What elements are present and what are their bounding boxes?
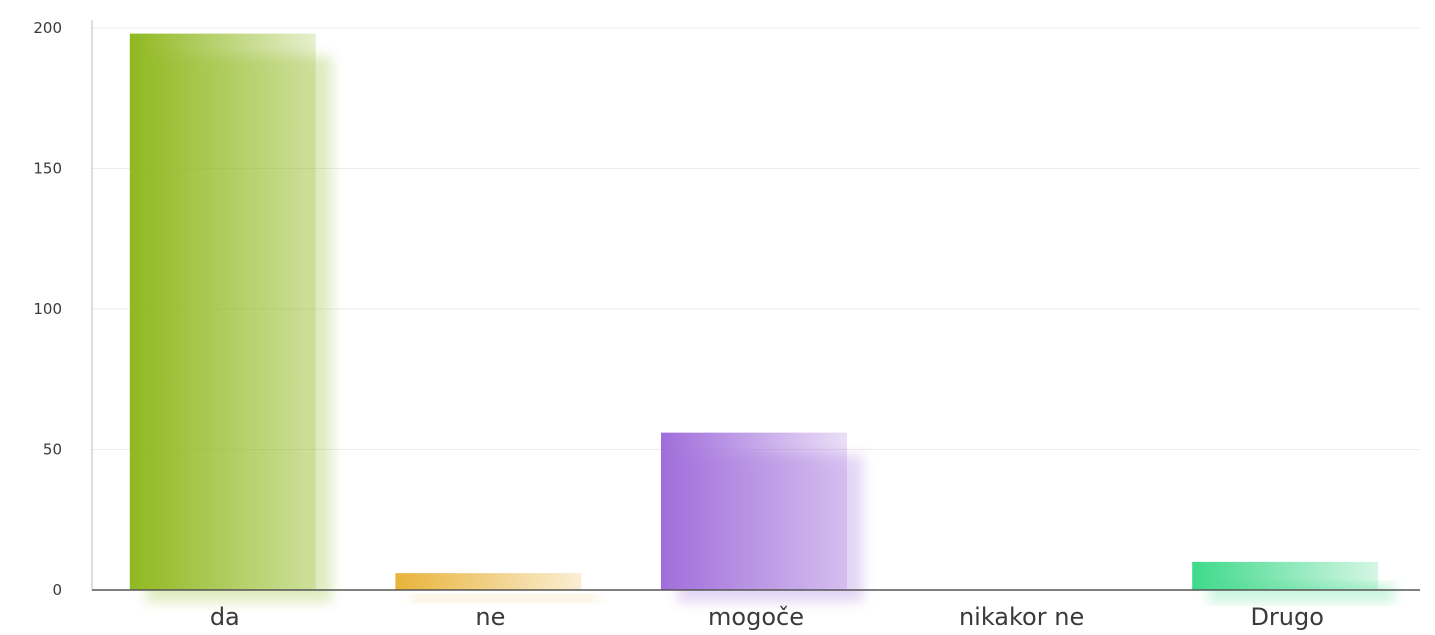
category-label: da [210,603,240,631]
y-tick-label: 0 [52,581,62,599]
y-tick-label: 150 [33,160,62,178]
bar-ne[interactable] [395,573,582,590]
category-label: mogoče [708,603,804,631]
y-tick-label: 100 [33,300,62,318]
category-label: nikakor ne [959,603,1084,631]
axes [91,20,1420,591]
bars [129,33,1395,603]
y-tick-labels: 0 50 100 150 200 [33,19,62,599]
category-labels: da ne mogoče nikakor ne Drugo [210,603,1324,631]
y-tick-label: 50 [43,441,62,459]
bar-shadow [411,595,598,602]
y-tick-label: 200 [33,19,62,37]
category-label: Drugo [1250,603,1323,631]
bar-mogoče[interactable] [661,432,847,590]
category-label: ne [475,603,505,631]
bar-drugo[interactable] [1192,561,1379,590]
bar-da[interactable] [129,33,316,591]
